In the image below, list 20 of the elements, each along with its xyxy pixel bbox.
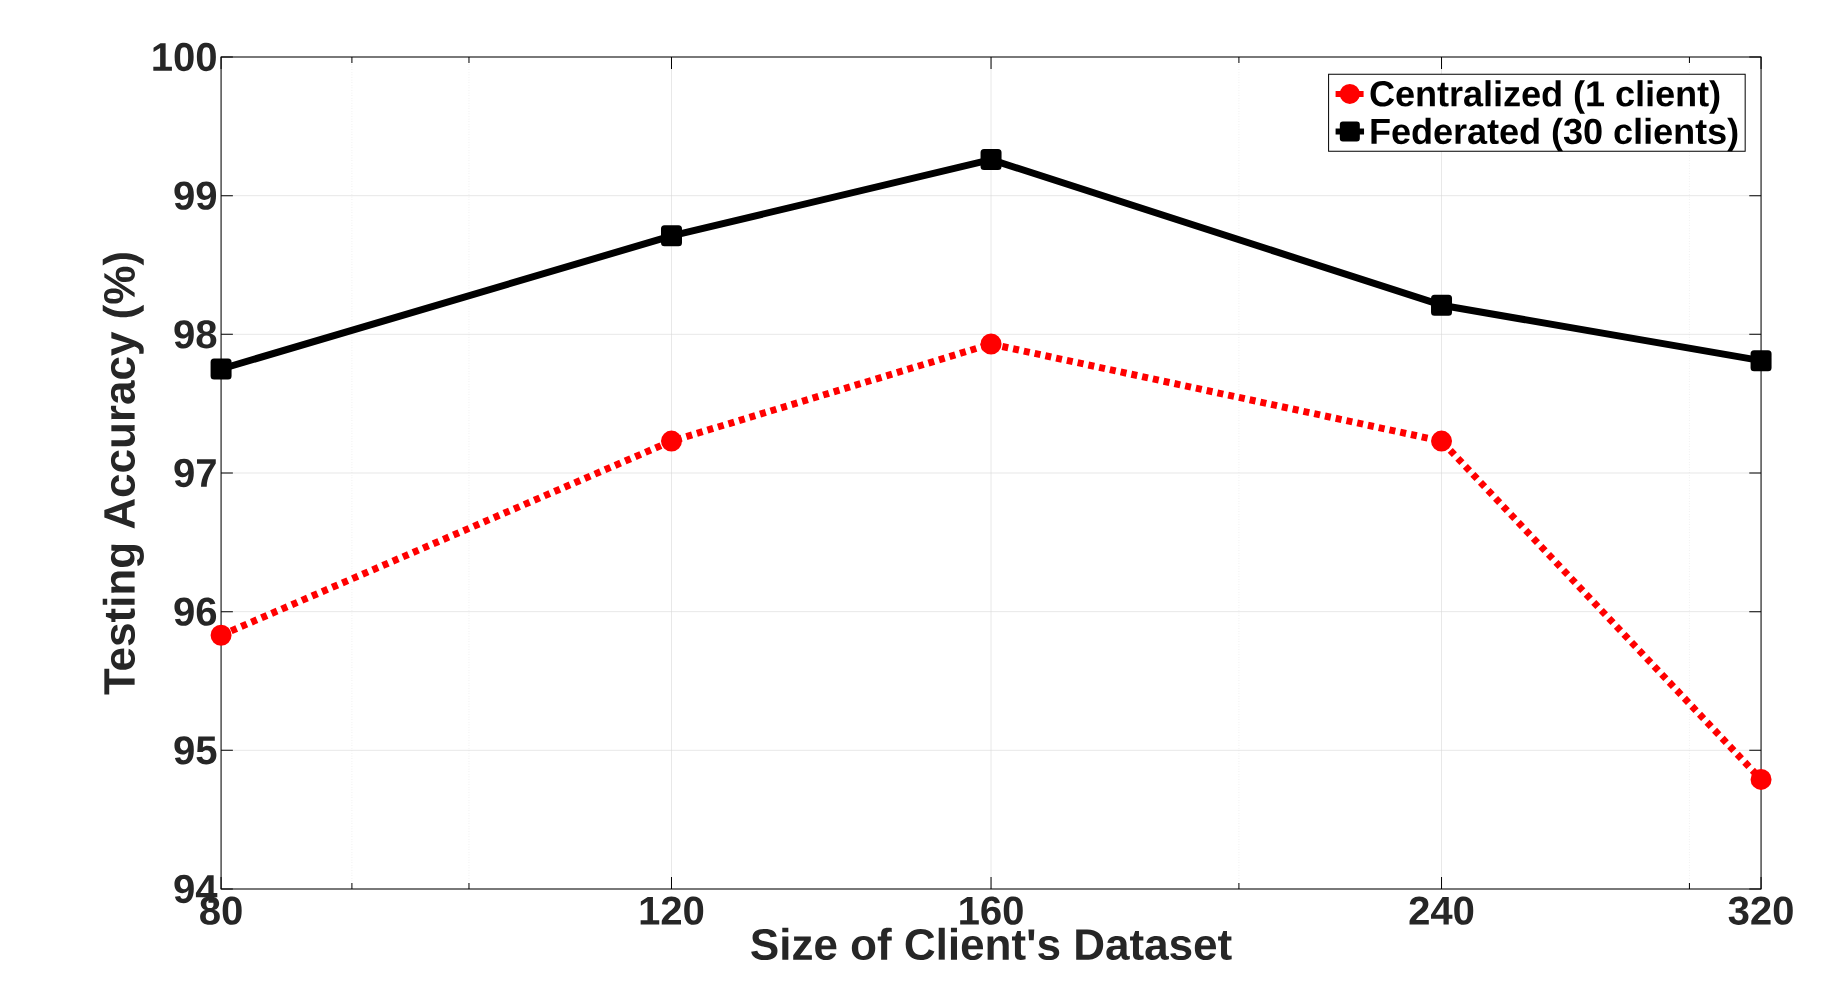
y-axis-title: Testing Accuracy (%) <box>102 253 144 695</box>
y-tick-label: 100 <box>153 42 216 72</box>
y-tick-label: 99 <box>174 181 217 210</box>
x-tick-label: 240 <box>1409 896 1474 925</box>
legend-label: Federated (30 clients) <box>1371 117 1738 152</box>
point <box>210 358 232 380</box>
point <box>980 149 1002 171</box>
y-tick-label: 98 <box>174 320 217 349</box>
point <box>210 624 232 646</box>
y-tick-label: 97 <box>174 458 216 488</box>
legend-label: Centralized (1 client) <box>1370 80 1720 114</box>
point <box>1750 350 1772 372</box>
y-tick-label: 96 <box>174 597 217 626</box>
x-tick-label: 120 <box>640 896 704 925</box>
x-axis-title: Size of Client's Dataset <box>751 927 1232 961</box>
x-tick-label: 320 <box>1728 896 1793 925</box>
point <box>980 333 1002 355</box>
x-tick-label: 160 <box>960 896 1023 925</box>
point <box>1750 768 1772 790</box>
y-tick-label: 95 <box>174 736 217 765</box>
